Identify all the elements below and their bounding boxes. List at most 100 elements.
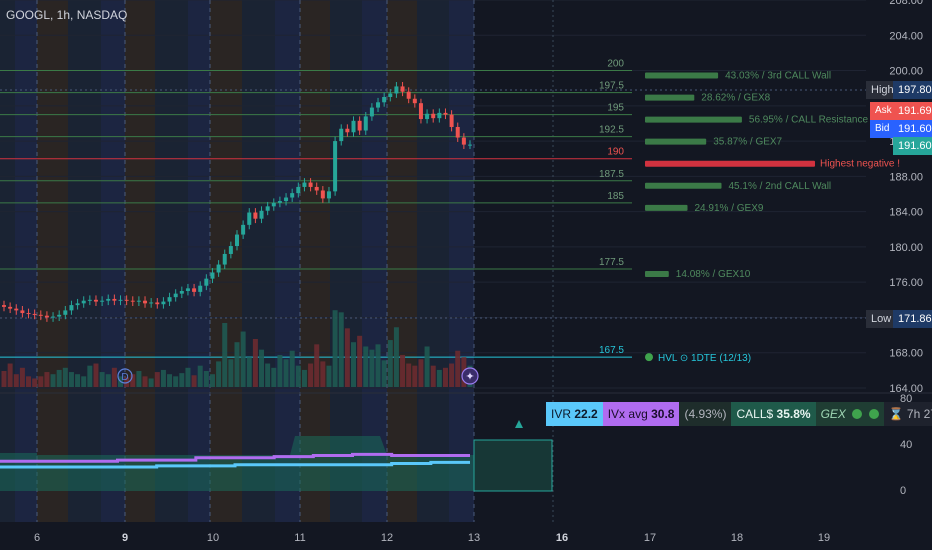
volume-bar <box>277 355 283 387</box>
volume-bar <box>32 378 38 387</box>
price-tick-label: 188.00 <box>889 171 923 183</box>
volume-bar <box>436 369 442 387</box>
volume-bar <box>295 365 301 387</box>
ivx-label: IVx avg <box>607 407 648 421</box>
candle-body <box>51 316 56 318</box>
volume-bar <box>338 312 344 387</box>
volume-bar <box>203 371 209 387</box>
candle-body <box>382 97 387 103</box>
session-band <box>101 0 125 522</box>
volume-bar <box>130 374 136 387</box>
gex-bar <box>645 270 669 277</box>
gex-bar-label: 24.91% / GEX9 <box>695 203 764 214</box>
iv-change: (4.93%) <box>679 402 732 426</box>
candle-body <box>449 114 454 127</box>
session-band <box>125 0 155 522</box>
candle-body <box>314 186 319 191</box>
candle-body <box>406 91 411 99</box>
volume-bar <box>393 327 399 387</box>
time-tick-label: 10 <box>207 532 219 544</box>
candle-body <box>388 93 393 97</box>
bid-value: 191.60 <box>893 120 932 138</box>
hourglass-icon: ⌛ <box>888 407 904 421</box>
timer-value: 7h 27m <box>906 407 932 421</box>
volume-bar <box>216 361 222 387</box>
volume-bar <box>246 357 252 387</box>
price-tick-label: 176.00 <box>889 277 923 289</box>
volume-bar <box>234 342 240 387</box>
symbol-title: GOOGL, 1h, NASDAQ <box>6 8 128 22</box>
volume-bar <box>332 310 338 387</box>
low-value: 171.86 <box>893 310 932 328</box>
volume-bar <box>154 372 160 387</box>
session-band <box>300 0 330 522</box>
candle-body <box>235 234 239 247</box>
ivx-value: 30.8 <box>651 407 675 421</box>
candle-body <box>308 182 313 187</box>
volume-bar <box>418 359 424 387</box>
volume-bar <box>301 369 307 387</box>
volume-bar <box>173 376 179 387</box>
level-strike-label: 190 <box>607 147 624 158</box>
session-band <box>15 0 37 522</box>
price-tick-label: 164.00 <box>889 383 923 395</box>
volume-bar <box>44 372 50 387</box>
candle-body <box>44 315 49 318</box>
candle-body <box>112 298 117 301</box>
gex-label: GEX <box>820 407 846 421</box>
price-tick-label: 200.00 <box>889 66 923 78</box>
volume-bar <box>271 367 277 387</box>
gex-bar-label: 28.62% / GEX8 <box>701 93 770 104</box>
volatility-stats-bar: IVR 22.2 IVx avg 30.8 (4.93%) CALL$ 35.8… <box>546 402 932 426</box>
candle-body <box>198 285 203 292</box>
candle-body <box>167 297 172 302</box>
time-tick-label: 12 <box>381 532 393 544</box>
volume-bar <box>13 374 19 387</box>
ivx-avg-line <box>0 452 470 463</box>
volume-bar <box>400 355 406 387</box>
candle-body <box>455 126 460 138</box>
candle-body <box>296 186 301 194</box>
price-tick-label: 184.00 <box>889 207 923 219</box>
volume-bar <box>442 367 448 387</box>
hvl-strike-label: 167.5 <box>599 345 624 356</box>
candle-body <box>265 206 270 211</box>
candle-body <box>26 313 31 315</box>
candle-body <box>290 193 295 198</box>
earnings-marker-icon[interactable] <box>461 367 479 385</box>
candle-body <box>431 113 436 119</box>
dividend-marker-icon[interactable] <box>117 368 133 384</box>
candle-body <box>155 302 160 305</box>
bid-label: Bid <box>870 120 893 138</box>
candle-body <box>192 288 197 292</box>
volume-bar <box>185 367 191 387</box>
up-triangle-icon <box>515 420 523 428</box>
candle-body <box>394 86 399 94</box>
candle-body <box>443 112 448 115</box>
volume-bar <box>252 339 258 387</box>
volume-bar <box>50 374 56 387</box>
candle-body <box>228 246 233 254</box>
candle-body <box>351 120 356 133</box>
level-strike-label: 187.5 <box>599 169 624 180</box>
hvl-dot-icon <box>645 353 653 362</box>
volume-bar <box>124 377 130 387</box>
volume-bar <box>455 350 461 387</box>
gex-dot-icon <box>868 409 879 419</box>
candle-body <box>425 113 430 120</box>
indicator-tick-label: 0 <box>900 485 906 497</box>
volume-bar <box>369 349 375 387</box>
price-tick-label: 204.00 <box>889 30 923 42</box>
candle-body <box>259 210 264 219</box>
session-band <box>362 0 387 522</box>
volume-bar <box>87 365 93 387</box>
candle-body <box>185 288 190 291</box>
candle-body <box>418 103 423 120</box>
volume-bar <box>142 376 148 387</box>
volume-bar <box>209 374 215 387</box>
session-band <box>155 0 188 522</box>
projection-box <box>473 439 553 492</box>
volume-bar <box>387 340 393 387</box>
